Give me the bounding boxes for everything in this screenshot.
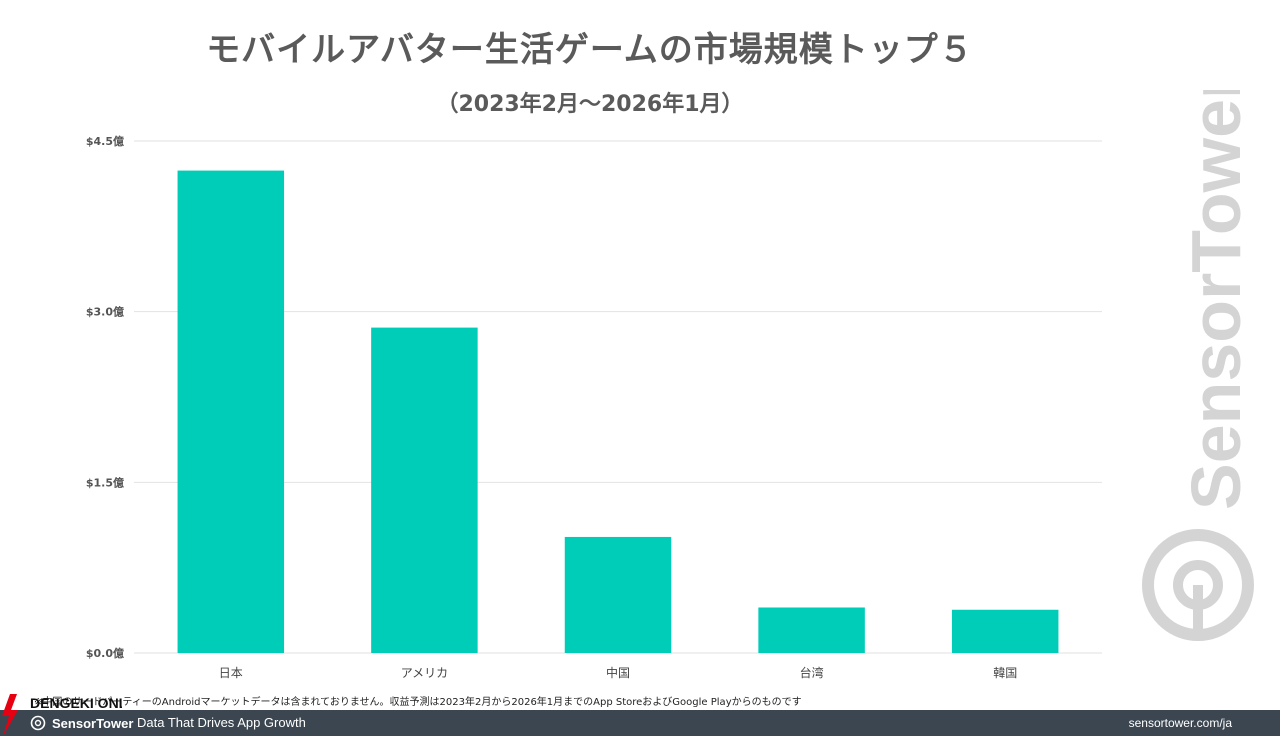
y-tick-label: $3.0億 [86, 305, 124, 319]
sensortower-watermark: SensorTower [1142, 90, 1255, 641]
footer-brand-text: SensorTower [52, 715, 134, 731]
bar[interactable] [951, 609, 1059, 653]
lightning-bolt-icon [2, 694, 18, 736]
footer-tagline: Data That Drives App Growth [137, 715, 306, 730]
x-tick-label: アメリカ [401, 666, 448, 680]
footnote: ※中国のサードパーティーのAndroidマーケットデータは含まれておりません。収… [34, 697, 802, 708]
footer-bar: SensorTower Data That Drives App Growth … [0, 710, 1280, 736]
y-tick-label: $0.0億 [86, 646, 124, 660]
chart-subtitle: （2023年2月～2026年1月） [436, 92, 744, 117]
x-tick-label: 韓国 [993, 666, 1017, 680]
watermark-logo-icon [1142, 529, 1254, 641]
dengeki-logo-text: DENGEKI ONLINE [30, 695, 122, 711]
y-tick-label: $4.5億 [86, 134, 124, 148]
dengeki-online-logo: DENGEKI ONLINE [2, 694, 122, 736]
watermark-text: SensorTower [1177, 90, 1255, 510]
bar[interactable] [758, 607, 865, 653]
footer-url[interactable]: sensortower.com/ja [1128, 716, 1232, 730]
footer-brand: SensorTower [30, 710, 133, 736]
x-tick-label: 日本 [219, 666, 243, 680]
bar[interactable] [177, 170, 285, 654]
x-tick-label: 中国 [606, 665, 630, 680]
sensortower-logo-icon [30, 715, 46, 731]
chart-title: モバイルアバター生活ゲームの市場規模トップ５ [206, 30, 974, 70]
bar[interactable] [564, 536, 672, 653]
bar[interactable] [371, 327, 478, 653]
y-tick-label: $1.5億 [86, 475, 124, 489]
x-tick-label: 台湾 [800, 665, 824, 680]
